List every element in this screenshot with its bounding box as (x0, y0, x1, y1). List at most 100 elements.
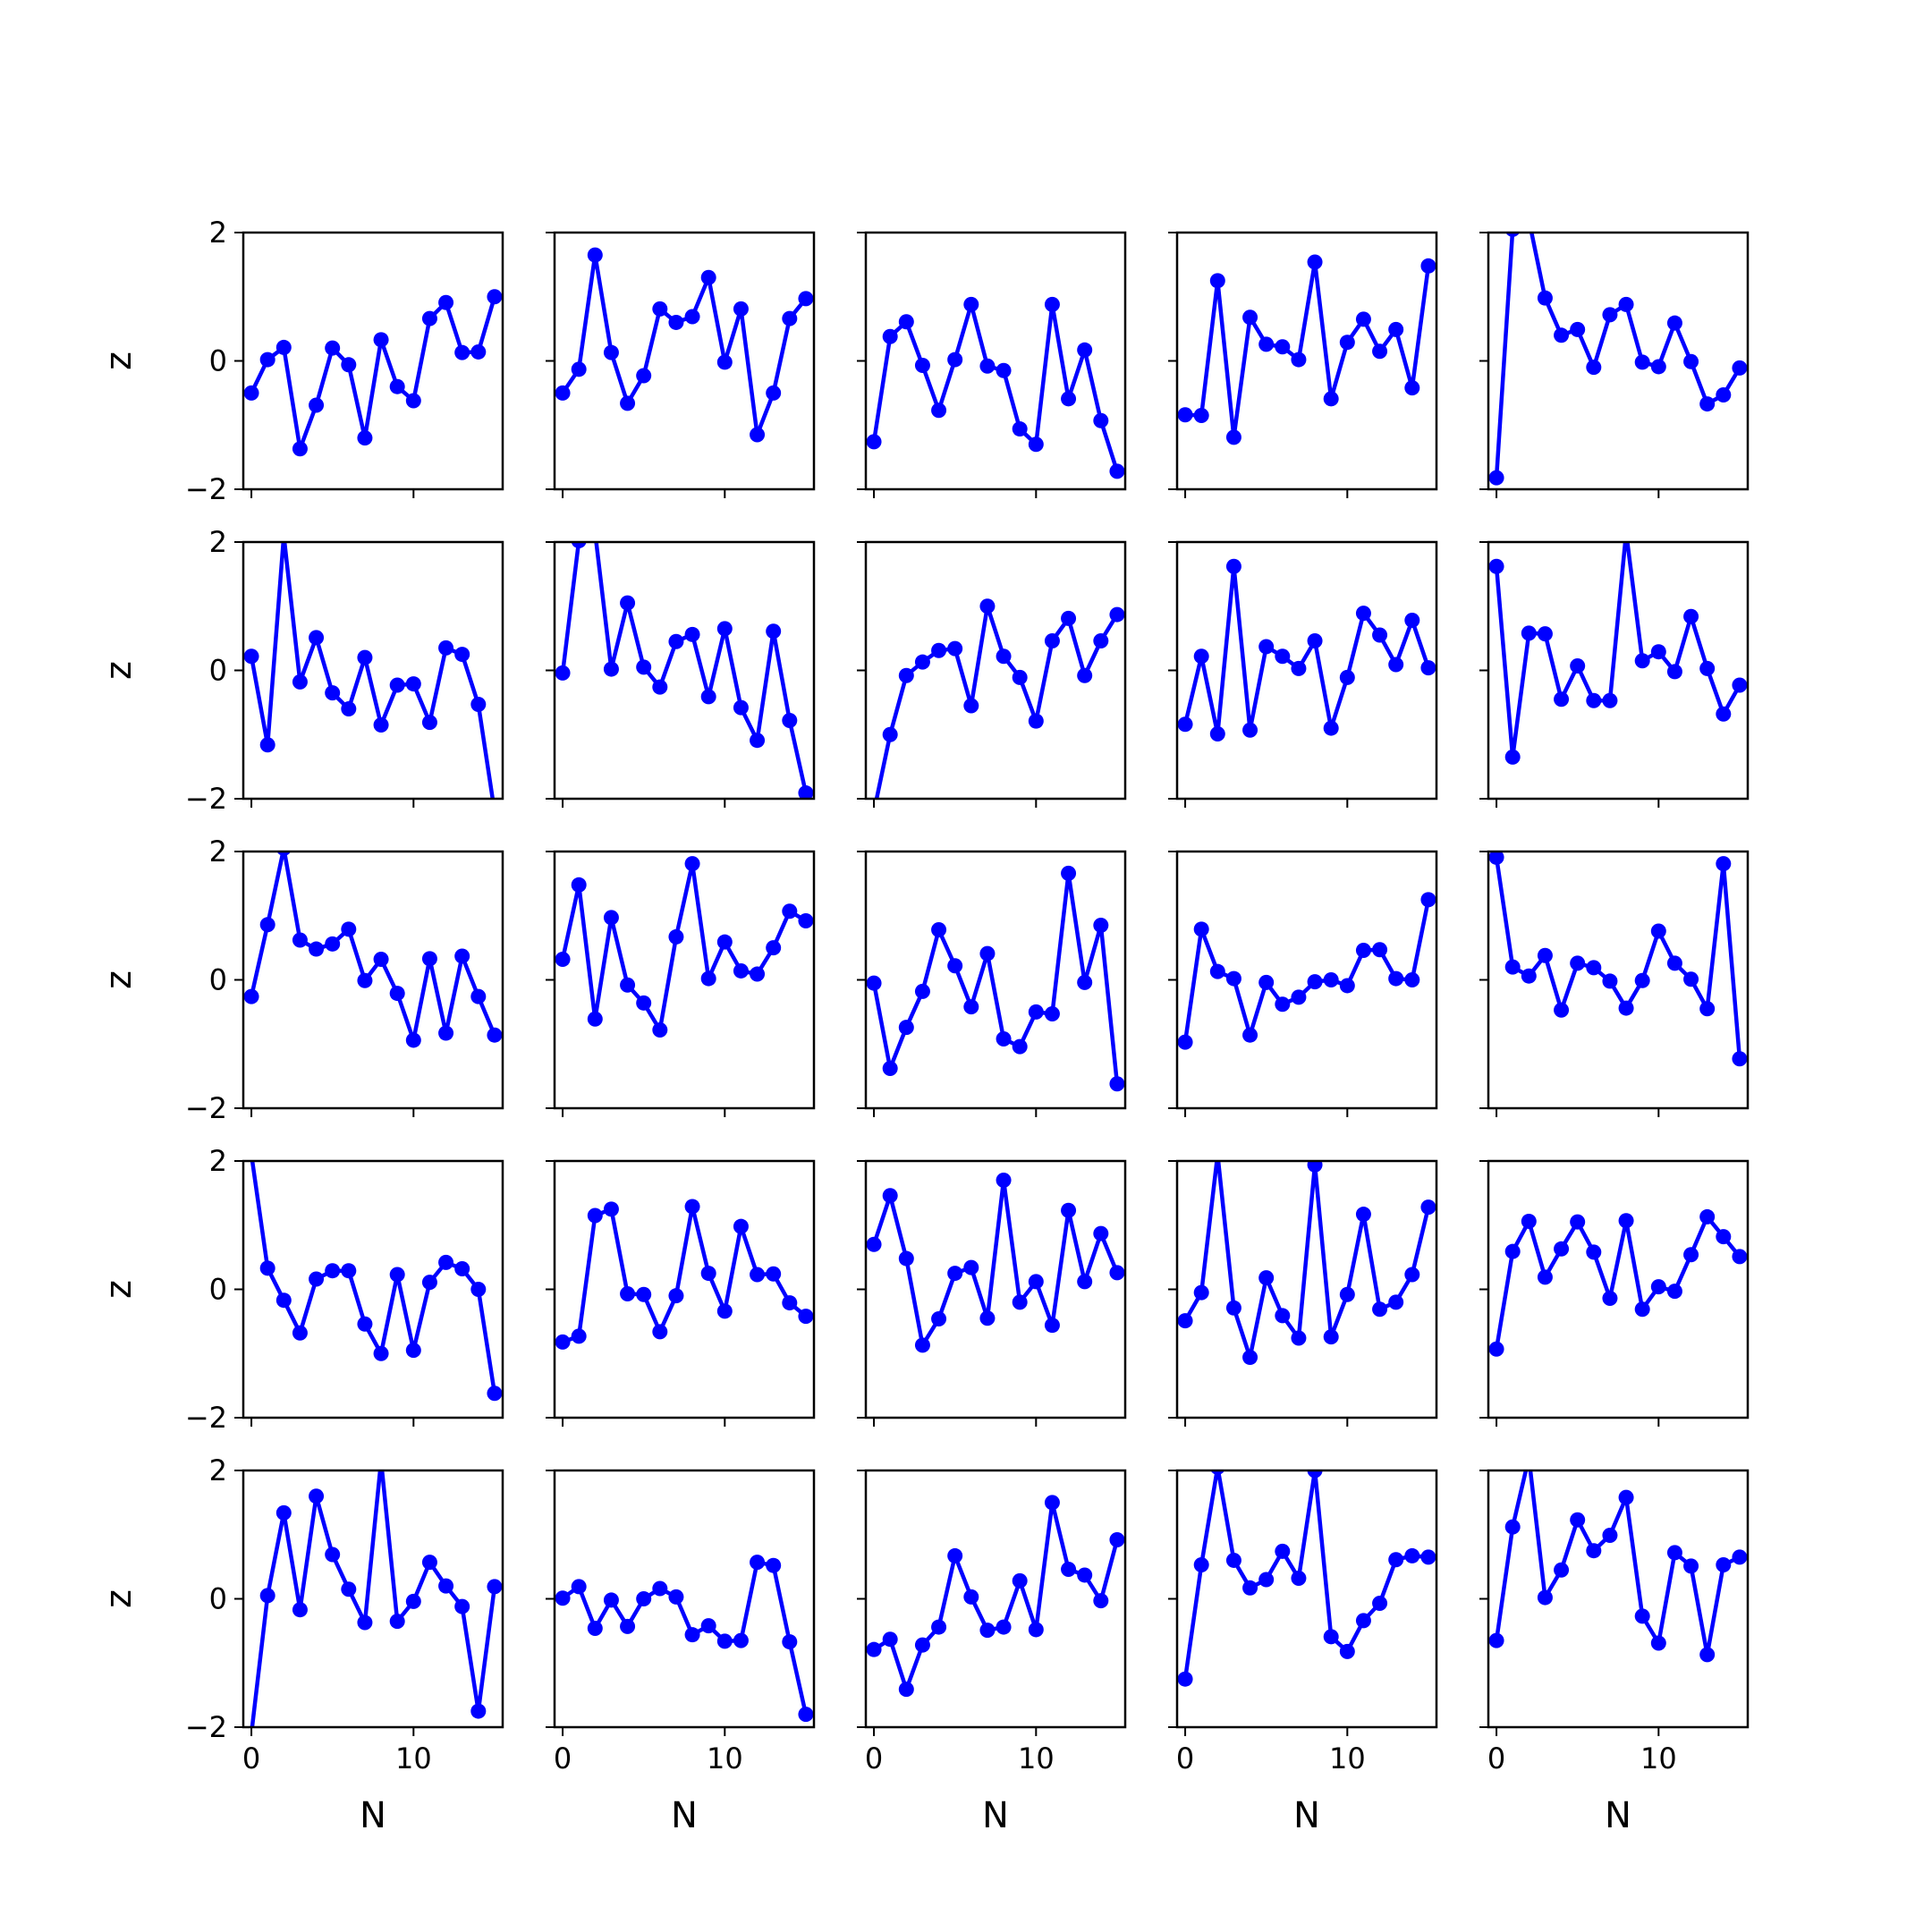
data-point (325, 936, 341, 952)
data-point (1554, 691, 1570, 708)
data-point (1634, 972, 1650, 988)
data-point (668, 633, 684, 649)
data-point (1012, 1572, 1028, 1589)
data-point (603, 344, 619, 360)
axes-frame (553, 850, 816, 1110)
data-point (487, 1027, 503, 1043)
data-point (309, 1271, 325, 1287)
data-point (243, 385, 259, 401)
axes-frame (1175, 1159, 1438, 1419)
data-point (555, 1334, 571, 1350)
series-line-group (866, 1173, 1125, 1353)
subplot-r1-c5 (1479, 231, 1750, 498)
data-point (963, 1589, 979, 1605)
data-point (866, 434, 882, 450)
x-tick-label: 10 (707, 1741, 743, 1775)
data-point (571, 1328, 587, 1344)
data-point (996, 648, 1012, 665)
subplot-r2-c5 (1479, 540, 1750, 808)
data-point (1683, 608, 1699, 624)
data-point (1732, 360, 1748, 376)
x-tick-label: 0 (242, 1741, 260, 1775)
data-point (1355, 1207, 1371, 1223)
data-point (1683, 1558, 1699, 1574)
data-point (603, 1201, 619, 1217)
data-point (357, 972, 373, 988)
data-point (389, 378, 405, 394)
series-line (871, 302, 1120, 472)
data-point (1650, 1635, 1666, 1651)
data-point (1634, 1608, 1650, 1624)
data-point (1093, 918, 1109, 934)
data-point (603, 661, 619, 677)
data-point (1666, 955, 1682, 971)
data-point (620, 1618, 636, 1634)
data-point (1683, 971, 1699, 987)
data-point (1028, 1004, 1044, 1020)
series-line (1184, 259, 1431, 440)
data-point (1044, 1006, 1060, 1022)
data-point (341, 701, 357, 717)
data-point (275, 339, 292, 355)
data-point (1307, 1161, 1323, 1173)
data-point (620, 395, 636, 411)
data-point (1093, 1225, 1109, 1241)
data-point (1699, 396, 1716, 412)
data-point (259, 1588, 275, 1604)
subplot-r5-c1: 0 10 −2 0 2 z N (98, 1453, 504, 1836)
data-point (1109, 1076, 1125, 1092)
data-point (587, 1208, 603, 1224)
data-point (1012, 1294, 1028, 1310)
data-point (1521, 1450, 1537, 1465)
data-point (438, 640, 454, 656)
x-tick-label: 10 (1329, 1741, 1366, 1775)
data-point (882, 1061, 898, 1077)
data-point (1505, 233, 1520, 237)
data-point (1570, 321, 1586, 337)
subplot-r2-c3 (857, 540, 1127, 808)
data-point (1666, 1545, 1682, 1561)
series-line-group (874, 598, 1125, 799)
data-point (357, 649, 373, 665)
data-point (1388, 1552, 1404, 1568)
data-point (1077, 342, 1093, 358)
data-point (1537, 947, 1553, 963)
data-point (1570, 657, 1586, 674)
data-point (716, 354, 733, 370)
data-point (1093, 412, 1109, 428)
data-point (716, 934, 733, 950)
x-tick-label: 0 (554, 1741, 572, 1775)
series-line (871, 871, 1120, 1084)
data-point (1258, 1270, 1275, 1286)
data-point (1028, 1274, 1044, 1290)
subplot-r2-c1: −2 0 2 z (98, 525, 504, 816)
series-line-group (243, 852, 503, 1048)
data-point (1602, 1291, 1618, 1307)
series-line-group (1177, 892, 1436, 1050)
axes-frame (242, 850, 504, 1110)
data-point (276, 852, 292, 856)
x-tick-label: 10 (395, 1741, 432, 1775)
y-tick-label: 0 (209, 1273, 227, 1307)
data-point (1586, 360, 1602, 376)
data-point (1355, 942, 1371, 958)
data-point (275, 1292, 292, 1309)
data-point (716, 1633, 733, 1649)
data-point (421, 951, 437, 967)
data-point (1420, 1199, 1436, 1216)
y-tick-label: −2 (185, 782, 227, 816)
data-point (898, 1682, 914, 1698)
data-point (750, 1555, 766, 1571)
data-point (470, 697, 487, 713)
data-point (1504, 1519, 1521, 1535)
data-point (1193, 1284, 1209, 1301)
data-point (996, 1031, 1012, 1047)
data-point (1666, 1284, 1682, 1300)
data-point (636, 368, 652, 384)
data-point (979, 358, 996, 374)
data-point (374, 1453, 389, 1469)
data-point (1291, 1330, 1307, 1346)
data-point (1044, 1495, 1060, 1511)
data-point (700, 689, 716, 705)
series-line-group (1177, 1161, 1436, 1366)
